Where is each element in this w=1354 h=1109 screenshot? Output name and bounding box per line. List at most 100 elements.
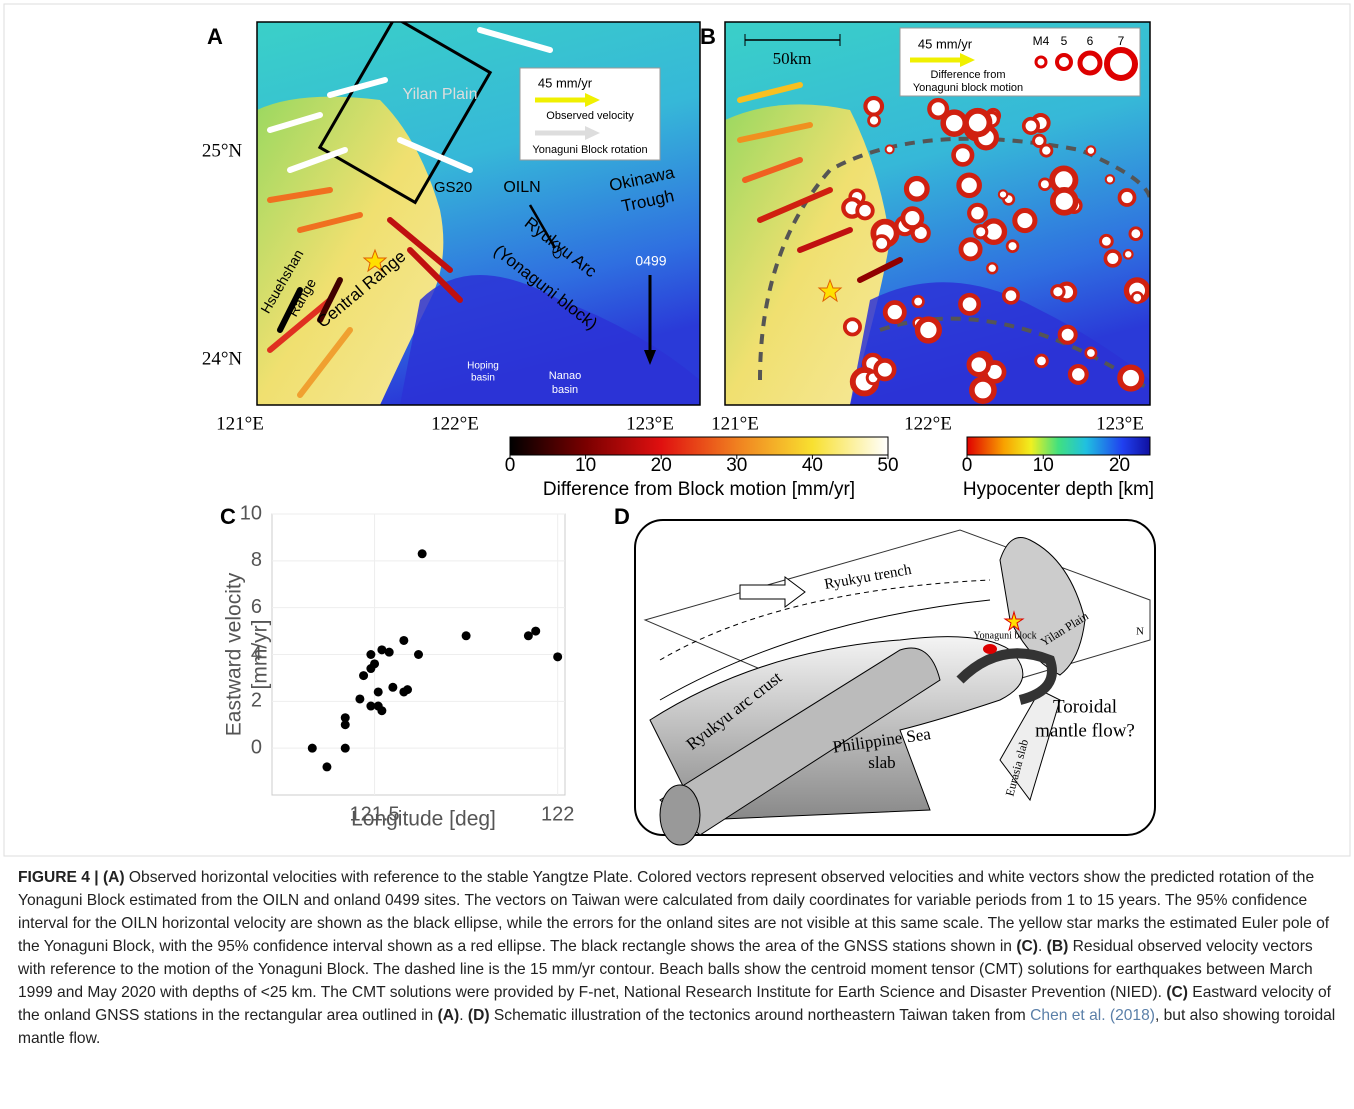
beach-ball: [867, 113, 881, 128]
x-tick-label: 121.5: [350, 803, 400, 825]
panel-label: D: [614, 504, 630, 529]
caption: FIGURE 4 | (A) Observed horizontal veloc…: [18, 866, 1336, 1050]
panel-label: A: [207, 24, 223, 49]
caption-text: Schematic illustration of the tectonics …: [489, 1007, 1031, 1024]
caption-text: , but also showing toroidal mantle flow.: [18, 1007, 1336, 1047]
y-tick-label: 10: [240, 502, 262, 524]
beach-ball: [967, 202, 988, 224]
y-axis-label: [mm/yr]: [249, 620, 272, 690]
beach-ball: [1034, 353, 1049, 369]
data-point: [340, 743, 350, 753]
scale-label: 50km: [773, 49, 812, 68]
beach-ball: [1117, 364, 1145, 392]
beach-ball: [842, 317, 862, 337]
beach-ball: [927, 97, 950, 120]
map-label: basin: [552, 384, 578, 396]
data-point: [340, 713, 350, 723]
caption-text: Residual observed velocity vectors with …: [18, 938, 1313, 1001]
diagram-label: slab: [868, 753, 895, 772]
legend-label: Yonaguni block motion: [913, 82, 1023, 94]
beach-ball: [958, 292, 982, 316]
lon-label: 122°E: [904, 413, 952, 434]
beach-ball: [1122, 248, 1134, 260]
magnitude-label: 7: [1118, 34, 1125, 48]
beach-ball: [863, 95, 885, 117]
beach-ball: [997, 189, 1009, 200]
colorbar-title: Difference from Block motion [mm/yr]: [543, 479, 855, 500]
map-a-frame: [256, 21, 701, 406]
magnitude-label: 6: [1087, 34, 1094, 48]
legend-label: Yonaguni Block rotation: [532, 144, 647, 156]
data-point: [388, 682, 398, 692]
colorbar-tick-label: 0: [505, 455, 516, 476]
beach-ball: [900, 206, 925, 230]
caption-text: FIGURE 4 | (A): [18, 869, 125, 886]
beach-ball: [962, 107, 993, 138]
beach-ball: [1021, 116, 1040, 135]
y-axis-label: Eastward velocity: [223, 572, 246, 736]
panel-label: C: [220, 504, 236, 529]
data-point: [403, 685, 413, 695]
beach-ball: [973, 224, 989, 240]
caption-text: (B): [1046, 938, 1069, 955]
map-label: GS20: [434, 179, 472, 196]
lon-label: 123°E: [1096, 413, 1144, 434]
beach-ball: [951, 143, 975, 167]
colorbar-tick-label: 50: [877, 455, 898, 476]
map-label: Hoping: [467, 361, 499, 372]
map-label: Yilan Plain: [402, 86, 477, 103]
data-point: [523, 631, 533, 641]
beach-ball: [1099, 233, 1114, 249]
data-point: [417, 549, 427, 559]
data-point: [461, 631, 471, 641]
beach-ball: [903, 175, 930, 202]
data-point: [355, 694, 365, 704]
diagram-label: N: [1136, 626, 1144, 638]
magnitude-label: 5: [1061, 34, 1068, 48]
figure-frame: [3, 3, 1351, 857]
caption-text[interactable]: Chen et al. (2018): [1030, 1007, 1155, 1024]
beach-ball: [1039, 143, 1054, 158]
beach-ball: [873, 358, 897, 382]
map-b-frame: [724, 21, 1151, 406]
colorbar-tick-label: 20: [651, 455, 672, 476]
map-b: [725, 22, 1150, 405]
lat-label: 24°N: [202, 348, 243, 369]
diagram-label: Toroidal: [1053, 696, 1117, 717]
y-tick-label: 2: [251, 690, 262, 712]
x-tick-label: 122: [541, 803, 574, 825]
legend-label: Difference from: [931, 69, 1006, 81]
data-point: [377, 706, 387, 716]
data-point: [366, 701, 376, 711]
beach-ball: [1067, 363, 1089, 385]
colorbar-tick-label: 0: [962, 455, 973, 476]
data-point: [384, 647, 394, 657]
lon-label: 122°E: [431, 413, 479, 434]
beach-ball: [872, 234, 891, 253]
beach-ball: [1038, 177, 1052, 191]
beach-ball: [855, 201, 875, 221]
beach-ball: [911, 295, 925, 309]
colorbar: [509, 436, 889, 456]
data-point: [531, 626, 541, 636]
data-point: [377, 645, 387, 655]
beach-ball: [1012, 207, 1038, 234]
colorbar-tick-label: 30: [726, 455, 747, 476]
legend-label: Observed velocity: [546, 110, 634, 122]
beach-ball: [1050, 284, 1066, 300]
caption-text: Eastward velocity of the onland GNSS sta…: [18, 984, 1331, 1024]
caption-text: .: [1037, 938, 1047, 955]
data-point: [322, 762, 332, 772]
x-axis-label: Longitude [deg]: [351, 808, 496, 831]
map-label: 0499: [635, 253, 666, 269]
beach-ball: [1057, 324, 1078, 345]
diagram-label: Yonaguni block: [973, 630, 1036, 641]
data-point: [373, 687, 383, 697]
map-label: OILN: [503, 179, 540, 196]
beach-ball: [1085, 145, 1097, 156]
caption-text: (C): [1166, 984, 1188, 1001]
colorbar: [966, 436, 1151, 456]
map-label: basin: [471, 373, 495, 384]
beach-ball: [1103, 249, 1122, 268]
map-label: Nanao: [549, 370, 581, 382]
